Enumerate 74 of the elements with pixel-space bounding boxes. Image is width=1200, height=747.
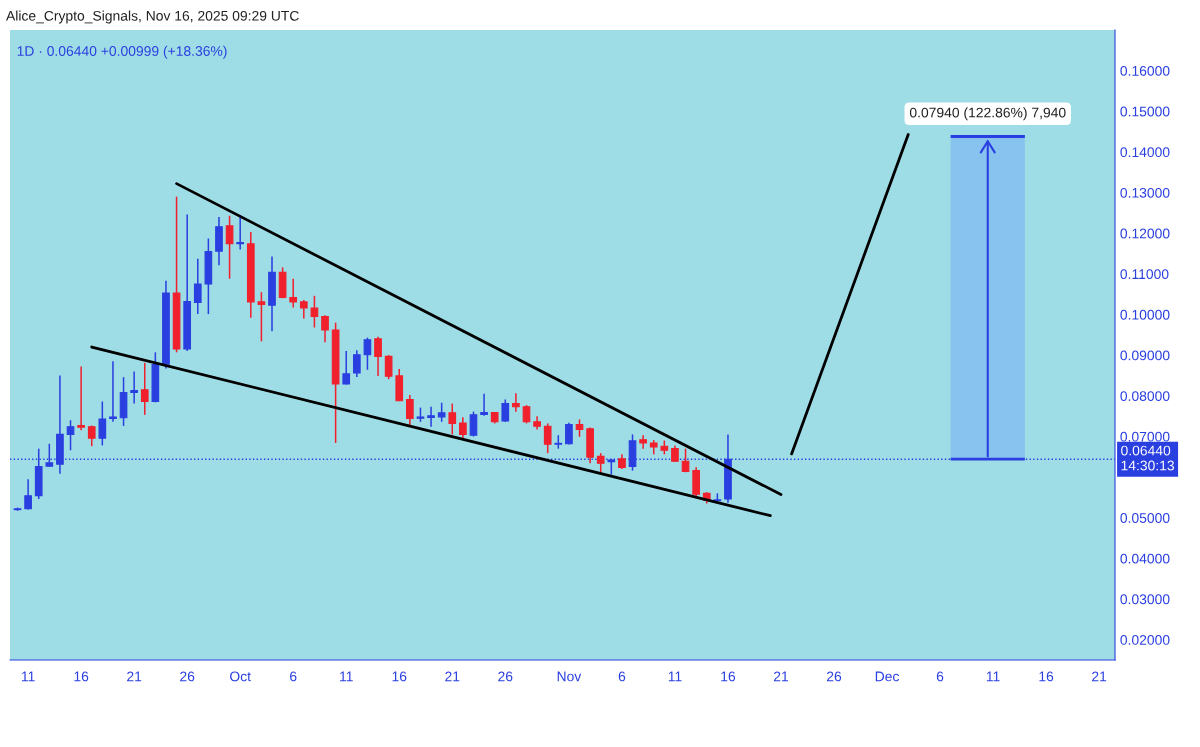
candlestick: [384, 354, 393, 380]
candlestick: [543, 422, 552, 454]
x-tick-label: 16: [721, 671, 736, 682]
x-tick-label: 26: [180, 671, 195, 682]
candlestick: [406, 394, 414, 427]
x-tick-label: Oct: [230, 671, 251, 682]
x-tick-label: 11: [668, 671, 682, 682]
candlestick: [140, 362, 149, 416]
x-tick-label: 21: [773, 671, 789, 682]
x-tick-label: 6: [290, 671, 297, 682]
candlestick: [374, 336, 382, 377]
candlestick: [480, 393, 488, 417]
candlestick: [437, 401, 446, 423]
data-label: 0.07940 (122.86%) 7,940: [909, 107, 1066, 121]
candlestick: [352, 349, 361, 378]
candlestick: [98, 400, 107, 447]
candlestick: [109, 360, 117, 423]
y-tick-label: 0.12000: [1120, 228, 1170, 239]
y-tick-label: 0.09000: [1120, 350, 1170, 361]
y-tick-label: 0.13000: [1120, 187, 1170, 198]
candlestick: [299, 299, 308, 320]
y-tick-label: 0.11000: [1120, 269, 1169, 280]
candlestick: [257, 291, 266, 343]
candlestick: [596, 452, 605, 475]
candlestick: [459, 416, 467, 440]
x-tick-label: 11: [21, 671, 35, 682]
x-tick-label: 16: [74, 671, 89, 682]
candlestick: [321, 314, 329, 343]
y-tick-label: 0.04000: [1120, 553, 1170, 564]
x-tick-label: 16: [1039, 671, 1054, 682]
candlestick: [66, 419, 75, 452]
candlestick: [310, 295, 319, 329]
candlestick: [427, 406, 435, 428]
candlestick: [469, 410, 478, 438]
x-tick-label: 16: [392, 671, 407, 682]
candlestick: [363, 336, 372, 371]
x-tick-label: 6: [936, 671, 944, 682]
y-tick-label: 0.02000: [1120, 635, 1170, 645]
x-tick-label: 6: [618, 671, 626, 682]
candlestick: [225, 214, 234, 280]
candlestick: [87, 424, 96, 447]
x-tick-label: 11: [340, 671, 353, 682]
candlestick: [342, 350, 351, 386]
x-tick-label: Nov: [557, 671, 582, 682]
ref-line-label: 0.06440 14:30:13: [1121, 445, 1175, 471]
x-tick-label: 21: [445, 671, 460, 682]
y-tick-label: 0.08000: [1120, 391, 1170, 401]
candlestick: [77, 365, 85, 432]
x-tick-label: 26: [498, 671, 513, 682]
x-tick-label: 26: [826, 671, 842, 682]
candlestick: [522, 404, 531, 425]
candlestick: [448, 402, 457, 436]
y-tick-label: 0.15000: [1120, 106, 1170, 117]
candlestick: [24, 478, 32, 511]
candlestick: [512, 392, 520, 413]
y-tick-label: 0.14000: [1120, 147, 1170, 158]
y-tick-label: 0.07000: [1120, 431, 1170, 442]
candlestick: [130, 370, 138, 405]
y-tick-label: 0.16000: [1120, 65, 1170, 76]
candlestick: [565, 421, 573, 446]
candlestick: [289, 277, 298, 309]
candlestick: [193, 258, 202, 315]
text: Alice_Crypto_Signals, Nov 16, 2025 09:29 UTC: [6, 10, 299, 24]
y-tick-label: 0.05000: [1120, 513, 1170, 523]
y-tick-label: 0.10000: [1120, 309, 1170, 320]
text: 1D · 0.06440 +0.00999 (+18.36%): [17, 45, 227, 59]
y-tick-label: 0.03000: [1120, 594, 1170, 605]
x-tick-label: 21: [1092, 671, 1107, 682]
x-tick-label: 11: [986, 671, 1000, 682]
x-tick-label: 21: [127, 671, 142, 682]
candlestick: [639, 434, 647, 450]
x-tick-label: Dec: [875, 671, 899, 682]
candlestick: [501, 398, 510, 423]
candlestick: [692, 466, 700, 498]
